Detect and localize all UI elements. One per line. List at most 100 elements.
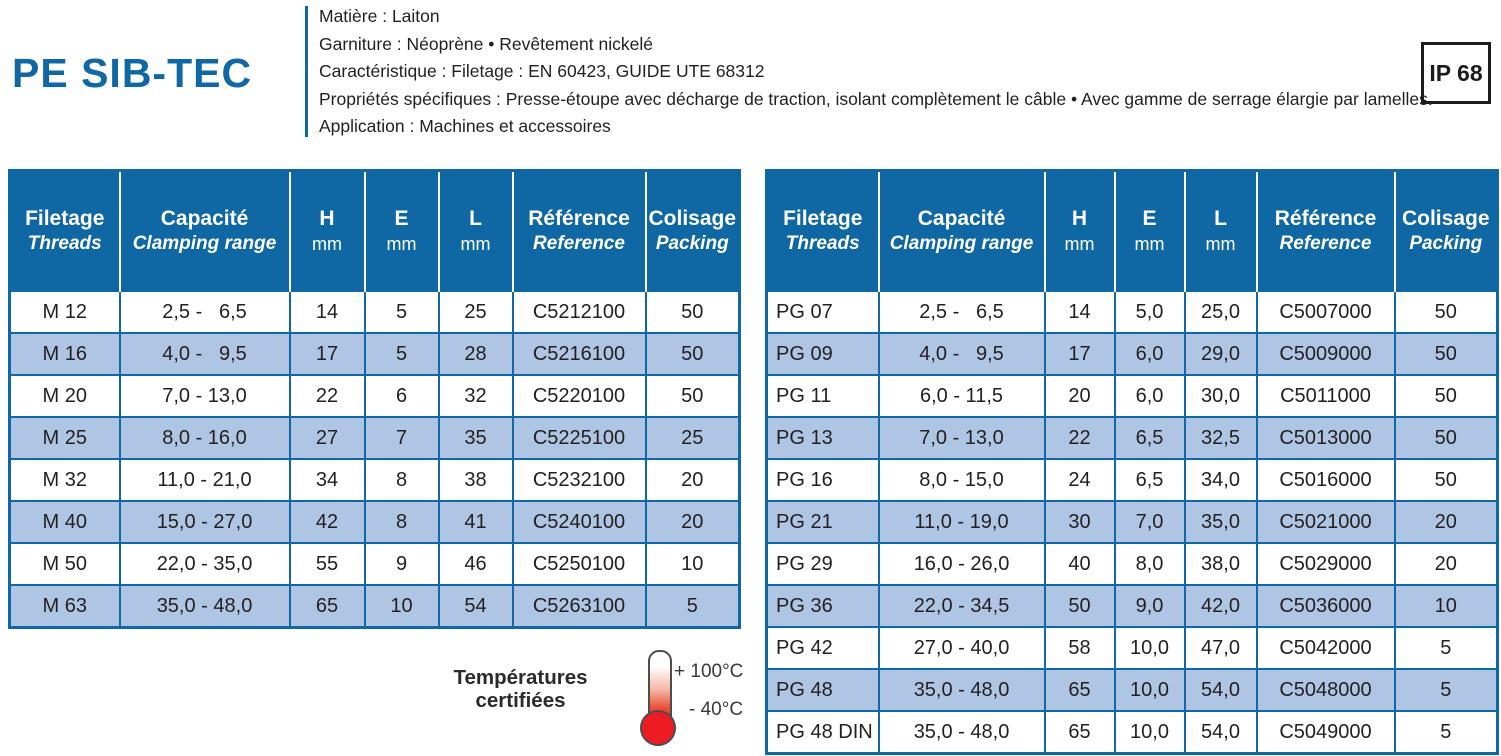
reference-cell: C5220100: [511, 374, 647, 418]
l-cell: 47,0: [1183, 626, 1258, 670]
reference-cell: C5009000: [1255, 332, 1396, 376]
l-cell: 54: [437, 584, 514, 629]
l-cell: 35,0: [1183, 500, 1258, 544]
table-row: PG 48 35,0 - 48,0 65 10,0 54,0 C5048000 5: [765, 668, 1499, 712]
reference-cell: C5212100: [511, 290, 647, 334]
h-cell: 50: [1043, 584, 1116, 628]
column-header-sub: mm: [312, 234, 342, 254]
column-header-sub: Packing: [1409, 233, 1483, 254]
e-cell: 5: [363, 332, 440, 376]
column-header-main: Capacité: [160, 207, 249, 230]
capacity-cell: 35,0 - 48,0: [118, 584, 291, 629]
l-cell: 30,0: [1183, 374, 1258, 418]
column-header-packing: Colisage Packing: [644, 170, 740, 291]
column-header-main: L: [1214, 207, 1227, 230]
packing-cell: 50: [644, 290, 741, 334]
packing-cell: 50: [1393, 290, 1499, 334]
certified-temperatures-label: Températures certifiées: [453, 666, 588, 712]
h-cell: 20: [1043, 374, 1116, 418]
packing-cell: 50: [1393, 374, 1499, 418]
table-row: PG 09 4,0 - 9,5 17 6,0 29,0 C5009000 50: [765, 332, 1499, 376]
h-cell: 40: [1043, 542, 1116, 586]
reference-cell: C5042000: [1255, 626, 1396, 670]
thread-cell: M 25: [8, 416, 121, 460]
l-cell: 54,0: [1183, 710, 1258, 755]
column-header-main: Référence: [1274, 207, 1377, 230]
reference-cell: C5225100: [511, 416, 647, 460]
table-row: M 25 8,0 - 16,0 27 7 35 C5225100 25: [8, 416, 741, 460]
column-header-main: E: [394, 207, 409, 230]
column-header-main: Filetage: [25, 207, 105, 230]
thread-cell: PG 42: [765, 626, 880, 670]
column-header-main: Colisage: [648, 207, 737, 230]
reference-cell: C5240100: [511, 500, 647, 544]
capacity-cell: 22,0 - 35,0: [118, 542, 291, 586]
l-cell: 28: [437, 332, 514, 376]
h-cell: 58: [1043, 626, 1116, 670]
column-header-sub: Reference: [533, 233, 625, 254]
thread-cell: PG 16: [765, 458, 880, 502]
column-header-sub: Packing: [655, 233, 729, 254]
table-row: M 20 7,0 - 13,0 22 6 32 C5220100 50: [8, 374, 741, 418]
capacity-cell: 7,0 - 13,0: [118, 374, 291, 418]
packing-cell: 50: [644, 374, 741, 418]
reference-cell: C5216100: [511, 332, 647, 376]
thread-cell: PG 48 DIN: [765, 710, 880, 755]
column-header-sub: Threads: [27, 233, 102, 254]
l-cell: 34,0: [1183, 458, 1258, 502]
capacity-cell: 22,0 - 34,5: [877, 584, 1046, 628]
column-header-main: Référence: [528, 207, 630, 230]
column-header-main: Filetage: [783, 207, 863, 230]
packing-cell: 20: [1393, 542, 1499, 586]
thread-cell: PG 48: [765, 668, 880, 712]
reference-cell: C5049000: [1255, 710, 1396, 755]
column-header-sub: mm: [386, 234, 417, 254]
spec-line-gasket: Garniture : Néoprène • Revêtement nickel…: [319, 33, 653, 54]
spec-line-material: Matière : Laiton: [319, 6, 440, 26]
l-cell: 42,0: [1183, 584, 1258, 628]
page-title: PE SIB-TEC: [12, 50, 253, 96]
table-row: M 50 22,0 - 35,0 55 9 46 C5250100 10: [8, 542, 741, 586]
l-cell: 38: [437, 458, 514, 502]
e-cell: 8,0: [1113, 542, 1186, 586]
capacity-cell: 11,0 - 21,0: [118, 458, 291, 502]
h-cell: 65: [1043, 668, 1116, 712]
table-row: M 63 35,0 - 48,0 65 10 54 C5263100 5: [8, 584, 741, 629]
e-cell: 8: [363, 500, 440, 544]
column-header-thread: Filetage Threads: [766, 170, 879, 291]
e-cell: 7,0: [1113, 500, 1186, 544]
e-cell: 8: [363, 458, 440, 502]
thread-cell: PG 36: [765, 584, 880, 628]
capacity-cell: 16,0 - 26,0: [877, 542, 1046, 586]
packing-cell: 50: [1393, 332, 1499, 376]
table-row: PG 21 11,0 - 19,0 30 7,0 35,0 C5021000 20: [765, 500, 1499, 544]
l-cell: 46: [437, 542, 514, 586]
thread-cell: PG 07: [765, 290, 880, 334]
table-row: M 32 11,0 - 21,0 34 8 38 C5232100 20: [8, 458, 741, 502]
h-cell: 14: [288, 290, 366, 334]
header-divider: [305, 6, 308, 137]
column-header-main: L: [469, 207, 482, 230]
h-cell: 17: [288, 332, 366, 376]
capacity-cell: 27,0 - 40,0: [877, 626, 1046, 670]
reference-cell: C5029000: [1255, 542, 1396, 586]
h-cell: 65: [1043, 710, 1116, 755]
thread-cell: PG 11: [765, 374, 880, 418]
reference-cell: C5036000: [1255, 584, 1396, 628]
column-header-sub: mm: [460, 234, 491, 254]
h-cell: 22: [1043, 416, 1116, 460]
column-header-sub: Clamping range: [132, 233, 277, 254]
e-cell: 7: [363, 416, 440, 460]
table-row: PG 29 16,0 - 26,0 40 8,0 38,0 C5029000 20: [765, 542, 1499, 586]
h-cell: 34: [288, 458, 366, 502]
table-row: PG 11 6,0 - 11,5 20 6,0 30,0 C5011000 50: [765, 374, 1499, 418]
thread-cell: M 63: [8, 584, 121, 629]
column-header-sub: mm: [1064, 234, 1095, 254]
table-row: PG 36 22,0 - 34,5 50 9,0 42,0 C5036000 10: [765, 584, 1499, 628]
packing-cell: 10: [1393, 584, 1499, 628]
e-cell: 6,0: [1113, 332, 1186, 376]
packing-cell: 20: [1393, 500, 1499, 544]
